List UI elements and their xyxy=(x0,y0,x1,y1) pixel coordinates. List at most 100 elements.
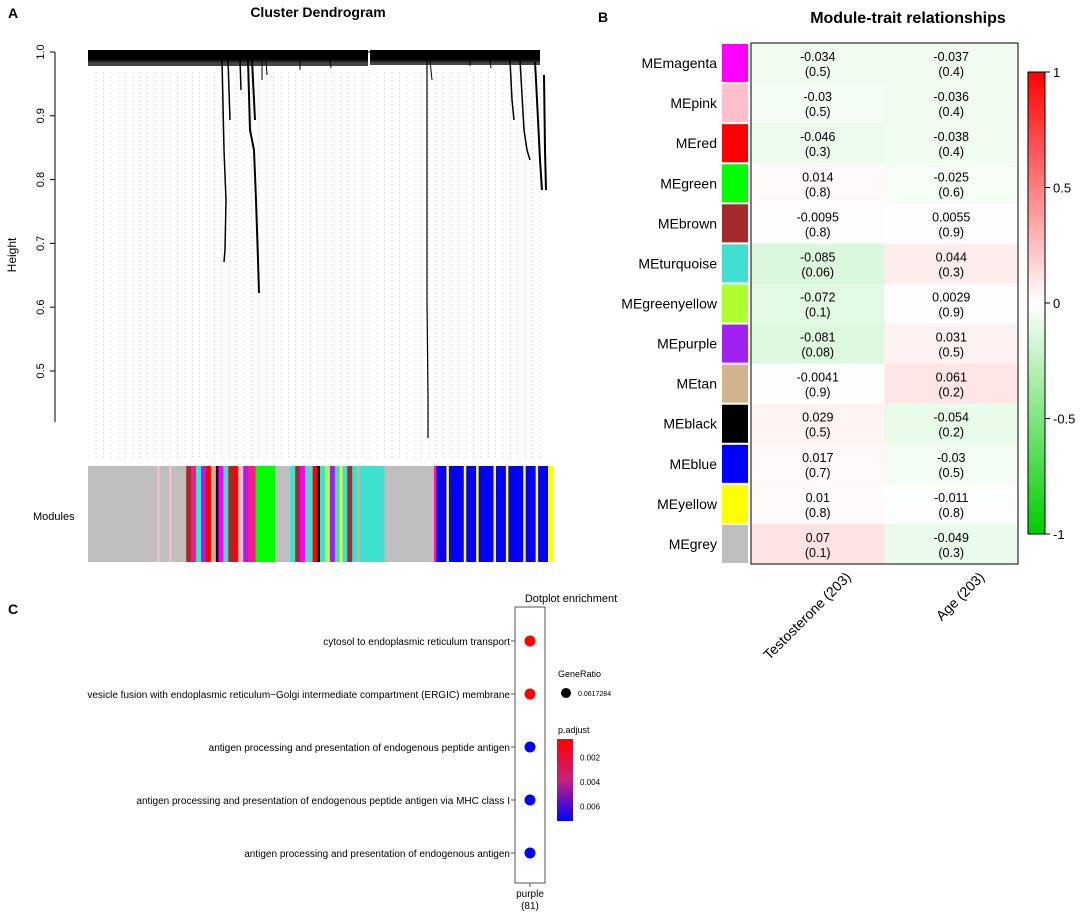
module-swatch xyxy=(722,444,748,483)
module-segment xyxy=(525,466,536,562)
scale-tick-label: 0 xyxy=(1053,296,1060,311)
dendrogram-y-tick-label: 0.5 xyxy=(35,363,47,378)
heatmap-cell-value: 0.031 xyxy=(936,331,967,345)
heatmap-cell-pvalue: (0.9) xyxy=(938,225,964,239)
module-segment xyxy=(223,466,229,562)
module-segment xyxy=(275,466,291,562)
module-segment xyxy=(300,466,306,562)
heatmap-cell-value: 0.029 xyxy=(802,411,833,425)
module-swatch xyxy=(722,204,748,243)
heatmap-cell-value: 0.0029 xyxy=(932,291,970,305)
heatmap-cell-value: -0.011 xyxy=(934,491,969,505)
module-segment xyxy=(317,466,321,562)
heatmap-cell-value: -0.085 xyxy=(800,250,835,264)
p-adjust-legend-ticks: 0.002 0.004 0.006 xyxy=(573,753,601,811)
heatmap-cell-value: -0.038 xyxy=(934,130,969,144)
heatmap-cell xyxy=(751,123,885,164)
heatmap-cell xyxy=(751,523,885,564)
dotplot-dot xyxy=(524,794,536,806)
heatmap-cell-value: -0.054 xyxy=(934,411,969,425)
heatmap-cell-value: 0.07 xyxy=(806,531,830,545)
p-adjust-tick-label: 0.002 xyxy=(580,753,601,762)
module-segment xyxy=(324,466,331,562)
heatmap-cell xyxy=(884,243,1018,284)
module-swatch xyxy=(722,244,748,283)
dotplot-dot xyxy=(524,635,536,647)
module-segment xyxy=(228,466,234,562)
module-segment xyxy=(359,466,385,562)
module-color-bar xyxy=(88,466,554,562)
dotplot-term-label: antigen processing and presentation of e… xyxy=(136,796,510,807)
module-segment xyxy=(233,466,239,562)
heatmap-cell xyxy=(884,163,1018,204)
panel-a-letter: A xyxy=(8,5,18,21)
heatmap-cell-pvalue: (0.08) xyxy=(801,346,834,360)
heatmap-cell-pvalue: (0.4) xyxy=(938,145,964,159)
module-segment xyxy=(342,466,348,562)
heatmap-module-swatches xyxy=(722,44,748,563)
scale-tick-label: 1 xyxy=(1053,65,1060,80)
heatmap-cell xyxy=(751,243,885,284)
heatmap-cell xyxy=(751,363,885,404)
heatmap-cell xyxy=(751,203,885,244)
scale-tick-label: -0.5 xyxy=(1053,412,1075,427)
heatmap-cell-pvalue: (0.5) xyxy=(805,65,831,79)
dendrogram-y-tick-label: 0.8 xyxy=(35,172,47,187)
heatmap-row-label: MEred xyxy=(676,135,717,151)
module-segment xyxy=(290,466,296,562)
heatmap-cell-pvalue: (0.5) xyxy=(805,426,831,440)
dotplot-x-label: purple xyxy=(516,889,544,900)
heatmap-row-label: MEpink xyxy=(670,95,718,111)
heatmap-cell-pvalue: (0.8) xyxy=(805,185,831,199)
heatmap-cell-pvalue: (0.9) xyxy=(805,386,831,400)
heatmap-cell xyxy=(751,83,885,124)
heatmap-cell xyxy=(884,523,1018,564)
module-segment xyxy=(508,466,524,562)
module-segment xyxy=(446,466,450,562)
scale-tick-label: -1 xyxy=(1053,527,1065,542)
heatmap-border xyxy=(750,42,1019,565)
module-segment xyxy=(436,466,447,562)
heatmap-cell-pvalue: (0.2) xyxy=(938,386,964,400)
module-segment xyxy=(312,466,318,562)
heatmap-row-label: MEtan xyxy=(677,376,717,392)
module-segment xyxy=(535,466,539,562)
module-segment xyxy=(218,466,224,562)
module-segment xyxy=(352,466,358,562)
gene-ratio-legend-title: GeneRatio xyxy=(558,669,601,679)
dotplot-term-label: cytosol to endoplasmic reticulum transpo… xyxy=(323,637,510,648)
heatmap-cell-pvalue: (0.1) xyxy=(805,306,831,320)
heatmap-cell-pvalue: (0.6) xyxy=(938,185,964,199)
heatmap-cell-pvalue: (0.8) xyxy=(805,225,831,239)
module-segment xyxy=(255,466,276,562)
dendrogram-y-ticks: 0.5 0.6 0.7 0.8 0.9 1.0 xyxy=(35,44,55,379)
gene-ratio-legend-dot xyxy=(561,688,571,698)
module-swatch xyxy=(722,324,748,363)
dendrogram-title: Cluster Dendrogram xyxy=(250,4,385,20)
dotplot-title: Dotplot enrichment xyxy=(525,593,617,605)
module-segment xyxy=(215,466,219,562)
module-segment xyxy=(305,466,313,562)
dotplot-term-label: antigen processing and presentation of e… xyxy=(209,743,510,754)
heatmap-row-label: MEgrey xyxy=(669,536,717,552)
heatmap-cell xyxy=(884,123,1018,164)
heatmap-cell-pvalue: (0.5) xyxy=(938,346,964,360)
heatmap-column-label: Testosterone (203) xyxy=(760,569,854,663)
p-adjust-tick-label: 0.006 xyxy=(580,802,601,811)
heatmap-cell xyxy=(884,363,1018,404)
heatmap-cell-value: -0.049 xyxy=(934,531,969,545)
heatmap-cell-pvalue: (0.3) xyxy=(938,546,964,560)
panel-c-letter: C xyxy=(8,601,18,617)
heatmap-cell xyxy=(751,403,885,444)
p-adjust-tick-label: 0.004 xyxy=(580,778,601,787)
dotplot-term-label: antigen processing and presentation of e… xyxy=(244,849,510,860)
heatmap-cell-pvalue: (0.2) xyxy=(938,426,964,440)
dotplot-dot xyxy=(524,847,536,859)
module-segment xyxy=(548,466,554,562)
heatmap-cell-value: -0.03 xyxy=(937,451,966,465)
heatmap-cell-pvalue: (0.4) xyxy=(938,65,964,79)
module-segment xyxy=(157,466,160,562)
heatmap-cell-pvalue: (0.8) xyxy=(938,506,964,520)
heatmap-cell-pvalue: (0.8) xyxy=(805,506,831,520)
module-segment xyxy=(248,466,256,562)
